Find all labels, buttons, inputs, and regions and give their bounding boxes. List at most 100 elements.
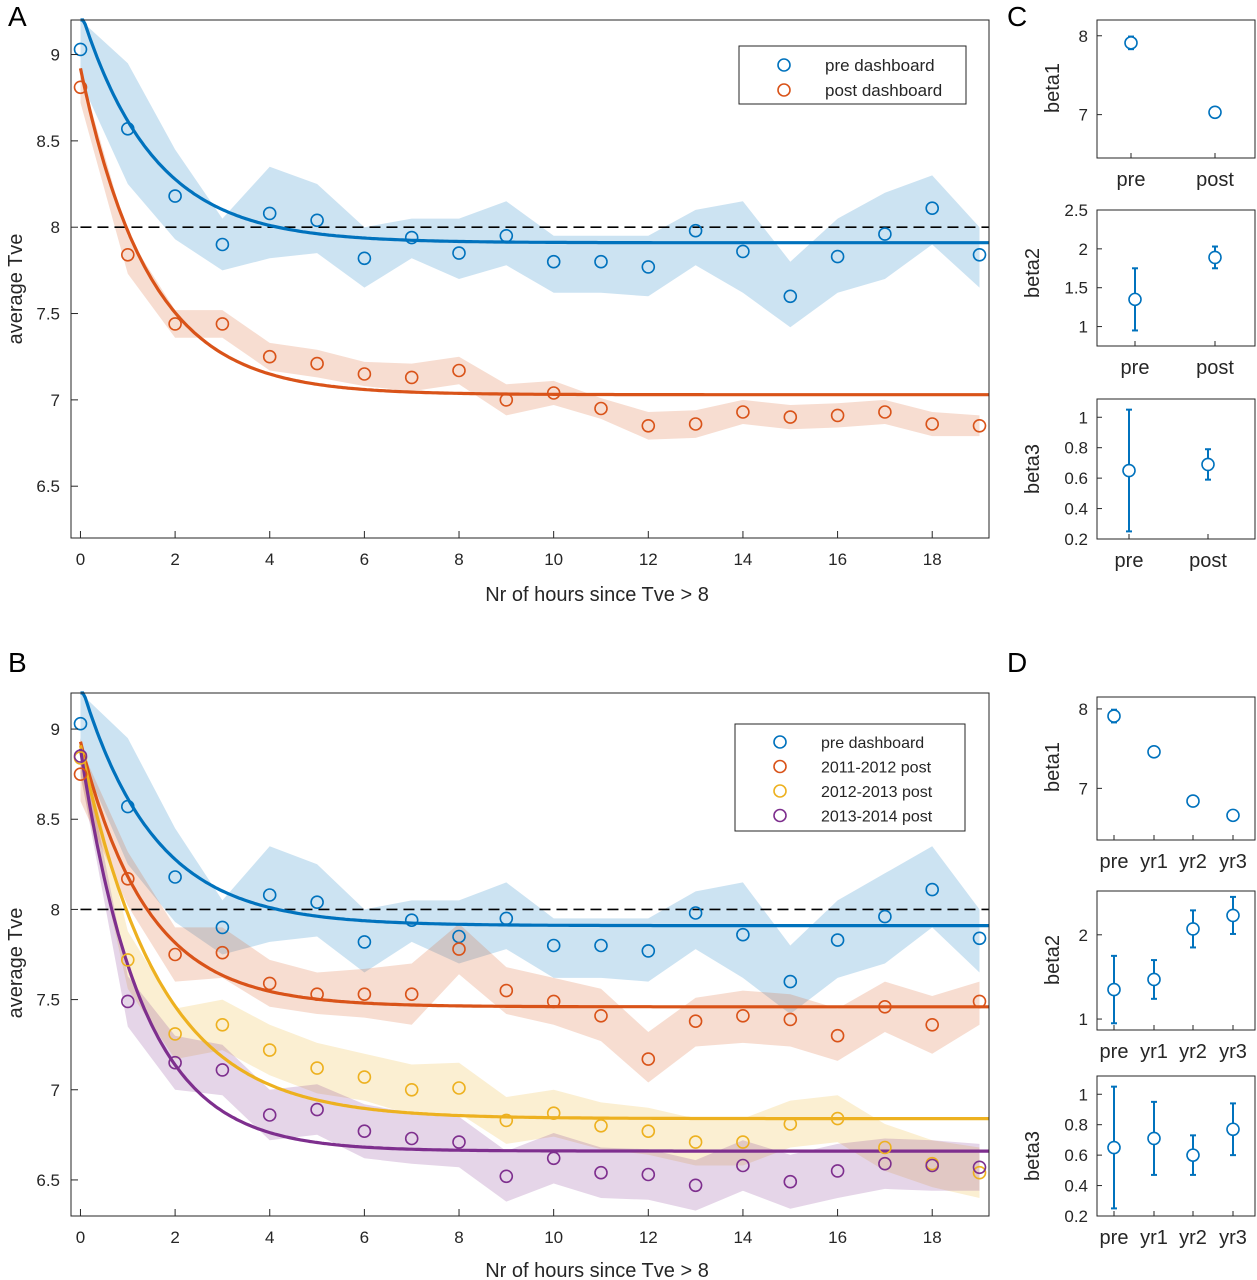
panel-a-xtick-label: 4 [265, 550, 274, 569]
panel-b-point-series-1-hour-18 [925, 882, 940, 897]
panel-b-xtick-label: 2 [170, 1228, 179, 1247]
panel-c-beta1-ylabel: beta1 [1042, 63, 1064, 113]
panel-b-point-series-4-hour-7 [404, 1131, 419, 1146]
panel-letter-d: D [1007, 647, 1027, 678]
panel-d3-point-pre [1107, 1140, 1121, 1155]
panel-d2-point-yr3 [1226, 908, 1240, 923]
panel-a-point-series-2-hour-3 [215, 317, 230, 331]
panel-d1-ytick-label: 7 [1079, 779, 1088, 798]
panel-a-point-series-1-hour-18 [925, 201, 940, 215]
panel-d1-ytick-label: 8 [1079, 700, 1088, 719]
panel-b-point-series-3-hour-7 [404, 1083, 419, 1097]
panel-c-beta2-ylabel: beta2 [1022, 248, 1044, 298]
panel-c3-category-label-pre: pre [1115, 550, 1144, 572]
panel-a-legend-marker-1 [777, 58, 791, 72]
panel-c2-axes-box [1096, 209, 1256, 347]
panel-b-point-series-1-hour-7 [404, 913, 419, 928]
panel-b-point-series-3-hour-13 [688, 1135, 703, 1149]
panel-a-point-series-2-hour-15 [783, 410, 798, 424]
panel-b-point-series-2-hour-5 [310, 987, 324, 1002]
panel-a-point-series-2-hour-9 [499, 393, 514, 407]
panel-a-point-series-2-hour-4 [262, 349, 277, 364]
panel-a-ytick-label: 6.5 [36, 477, 60, 496]
panel-c1-axes-box [1096, 19, 1256, 159]
panel-c2-point-pre [1128, 292, 1142, 307]
panel-b-xtick-label: 8 [454, 1228, 463, 1247]
panel-d3-point-yr3 [1226, 1122, 1240, 1137]
panel-b-point-series-2-hour-9 [499, 983, 514, 998]
panel-b-fit-curve-series-1 [80, 691, 989, 928]
panel-b-point-series-2-hour-0 [73, 767, 88, 782]
panel-b-point-series-1-hour-17 [878, 909, 892, 924]
panel-b-xtick-label: 14 [733, 1228, 752, 1247]
panel-a-xtick-label: 14 [733, 550, 752, 569]
panel-b-point-series-4-hour-18 [925, 1158, 940, 1173]
panel-c1-category-label-pre: pre [1117, 169, 1146, 191]
panel-b-point-series-2-hour-1 [121, 871, 135, 886]
panel-b-point-series-3-hour-8 [452, 1081, 466, 1095]
panel-a-point-series-2-hour-18 [925, 417, 940, 431]
panel-a-xtick-label: 12 [639, 550, 658, 569]
panel-b-ytick-label: 8 [51, 900, 60, 919]
panel-d2-category-label-yr2: yr2 [1179, 1041, 1207, 1063]
panel-a-ylabel: average Tve [5, 234, 27, 345]
panel-a-point-series-2-hour-12 [641, 418, 656, 433]
panel-b-point-series-3-hour-6 [357, 1070, 372, 1084]
panel-d3-category-label-yr3: yr3 [1219, 1227, 1247, 1249]
panel-b-point-series-1-hour-0 [73, 716, 88, 731]
panel-b-point-series-4-hour-8 [452, 1135, 466, 1149]
panel-b-point-series-3-hour-15 [783, 1117, 798, 1131]
panel-d1-category-label-yr1: yr1 [1140, 851, 1168, 873]
panel-a-point-series-1-hour-4 [262, 206, 277, 221]
panel-b-point-series-1-hour-16 [830, 933, 845, 947]
panel-b-fit-curve-series-4 [78, 748, 989, 1153]
panel-d-beta2-plot: 1 2 pre yr1 yr2 yr3 [1079, 890, 1256, 1063]
panel-d1-category-label-pre: pre [1100, 851, 1129, 873]
panel-b-band-series-4 [80, 738, 980, 1211]
panel-a-point-series-1-hour-6 [357, 251, 372, 266]
panel-b-legend-label-4: 2013-2014 post [821, 809, 933, 826]
panel-b-legend-marker-3 [773, 784, 787, 798]
panel-b-point-series-3-hour-1 [121, 953, 135, 967]
panel-a-point-series-2-hour-8 [452, 363, 466, 378]
panel-a-point-series-2-hour-1 [121, 248, 135, 262]
panel-b-point-series-1-hour-5 [310, 895, 324, 910]
panel-a-point-series-1-hour-5 [310, 213, 324, 228]
panel-b-point-series-2-hour-13 [688, 1014, 703, 1029]
panel-b-point-series-3-hour-4 [262, 1043, 277, 1057]
panel-b-point-series-1-hour-10 [546, 938, 561, 953]
panel-b-legend-marker-4 [773, 808, 787, 823]
panel-d3-point-yr2 [1186, 1148, 1200, 1162]
panel-b-point-series-4-hour-16 [830, 1164, 845, 1178]
panel-b-legend-label-3: 2012-2013 post [821, 784, 933, 801]
panel-c3-ytick-label: 0.2 [1064, 530, 1088, 549]
panel-d2-category-label-yr3: yr3 [1219, 1041, 1247, 1063]
panel-b-point-series-2-hour-17 [878, 999, 892, 1014]
panel-c2-ytick-label: 2.5 [1064, 201, 1088, 220]
panel-c-beta3-ylabel: beta3 [1022, 444, 1044, 494]
panel-b-xtick-label: 10 [544, 1228, 563, 1247]
panel-a-point-series-2-hour-5 [310, 356, 324, 371]
panel-a-point-series-2-hour-2 [168, 317, 182, 331]
panel-b-point-series-2-hour-7 [404, 987, 419, 1002]
panel-d1-axes-box [1096, 696, 1256, 841]
panel-b-band-series-1 [80, 693, 980, 1014]
panel-a-point-series-2-hour-6 [357, 367, 372, 381]
panel-c2-ytick-label: 2 [1079, 240, 1088, 259]
panel-b-point-series-3-hour-3 [215, 1018, 230, 1032]
panel-d2-axes-box [1096, 890, 1256, 1031]
panel-a-point-series-1-hour-9 [499, 229, 514, 243]
panel-a-xtick-label: 16 [828, 550, 847, 569]
panel-c2-category-label-pre: pre [1121, 357, 1150, 379]
panel-a-xtick-label: 0 [76, 550, 85, 569]
panel-c-beta1-plot: 7 8 pre post [1079, 19, 1256, 191]
panel-a-point-series-2-hour-0 [73, 80, 88, 95]
panel-a-point-series-1-hour-0 [73, 42, 88, 57]
panel-b-band-series-3 [80, 738, 980, 1198]
panel-b-point-series-1-hour-14 [736, 927, 750, 942]
panel-b-point-series-2-hour-10 [546, 994, 561, 1009]
panel-b-point-series-4-hour-19 [972, 1160, 987, 1175]
panel-b-point-series-3-hour-2 [168, 1027, 182, 1041]
panel-d3-ytick-label: 0.2 [1064, 1207, 1088, 1226]
panel-b-xtick-label: 12 [639, 1228, 658, 1247]
